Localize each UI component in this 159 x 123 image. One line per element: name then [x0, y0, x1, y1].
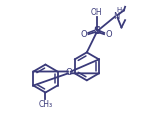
Text: O: O [80, 30, 87, 39]
Text: OH: OH [91, 8, 102, 16]
Text: O: O [106, 30, 112, 39]
Text: CH₃: CH₃ [38, 100, 52, 109]
Text: H₂: H₂ [117, 8, 125, 13]
Text: S: S [93, 26, 100, 36]
Text: O: O [66, 68, 73, 77]
Text: N: N [113, 12, 119, 21]
